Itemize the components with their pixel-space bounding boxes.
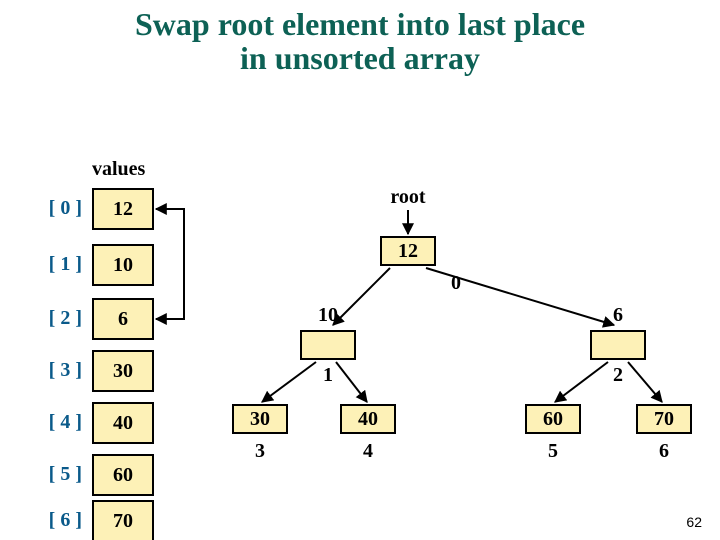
tree-index-2: 2 [590,364,646,387]
page-number: 62 [686,514,702,530]
index-label-1: [ 1 ] [36,253,82,276]
tree-index-4: 4 [340,440,396,463]
tree-node-2 [590,330,646,360]
index-label-4: [ 4 ] [36,411,82,434]
tree-index-1: 1 [300,364,356,387]
tree-node-6: 70 [636,404,692,434]
array-cell-1: 10 [92,244,154,286]
tree-index-5: 5 [525,440,581,463]
index-label-0: [ 0 ] [36,197,82,220]
index-label-3: [ 3 ] [36,359,82,382]
tree-value-1: 10 [300,304,356,327]
slide-title: Swap root element into last place in uns… [0,8,720,75]
title-line1: Swap root element into last place [135,6,585,42]
array-cell-6: 70 [92,500,154,540]
tree-node-5: 60 [525,404,581,434]
tree-index-0: 0 [446,272,466,295]
tree-node-0: 12 [380,236,436,266]
array-cell-2: 6 [92,298,154,340]
tree-node-4: 40 [340,404,396,434]
array-cell-3: 30 [92,350,154,392]
index-label-6: [ 6 ] [36,509,82,532]
tree-value-2: 6 [590,304,646,327]
root-label: root [380,186,436,209]
values-header: values [92,158,145,181]
tree-index-6: 6 [636,440,692,463]
tree-node-1 [300,330,356,360]
array-cell-0: 12 [92,188,154,230]
slide: Swap root element into last place in uns… [0,0,720,540]
index-label-2: [ 2 ] [36,307,82,330]
title-line2: in unsorted array [240,40,480,76]
index-label-5: [ 5 ] [36,463,82,486]
array-cell-4: 40 [92,402,154,444]
array-cell-5: 60 [92,454,154,496]
tree-index-3: 3 [232,440,288,463]
tree-node-3: 30 [232,404,288,434]
